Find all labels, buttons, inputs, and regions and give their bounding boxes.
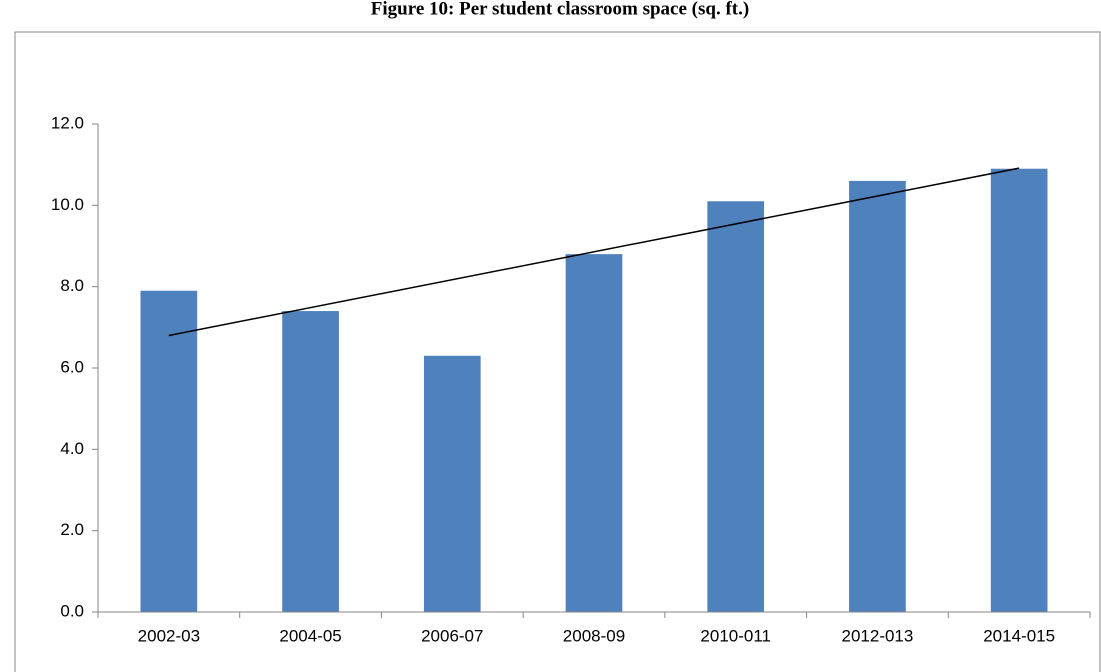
- y-tick-label: 0.0: [60, 601, 84, 620]
- x-tick-label: 2012-013: [842, 626, 914, 645]
- y-tick-label: 8.0: [60, 276, 84, 295]
- x-tick-label: 2008-09: [563, 626, 625, 645]
- bar: [990, 168, 1048, 612]
- bar: [707, 201, 765, 612]
- x-tick-label: 2010-011: [700, 626, 771, 645]
- x-tick-label: 2006-07: [421, 626, 483, 645]
- y-tick-label: 2.0: [60, 520, 84, 539]
- x-tick-label: 2002-03: [138, 626, 200, 645]
- y-tick-label: 4.0: [60, 439, 84, 458]
- y-tick-label: 10.0: [51, 195, 84, 214]
- bar: [282, 311, 339, 612]
- bar: [849, 180, 906, 612]
- x-tick-label: 2014-015: [983, 626, 1055, 645]
- bar: [423, 355, 481, 612]
- y-tick-label: 6.0: [60, 357, 84, 376]
- trend-line: [168, 167, 1020, 337]
- bar: [140, 290, 198, 612]
- x-tick-label: 2004-05: [279, 626, 341, 645]
- bar: [565, 254, 623, 612]
- chart-title: Figure 10: Per student classroom space (…: [371, 0, 749, 19]
- y-tick-label: 12.0: [51, 113, 84, 132]
